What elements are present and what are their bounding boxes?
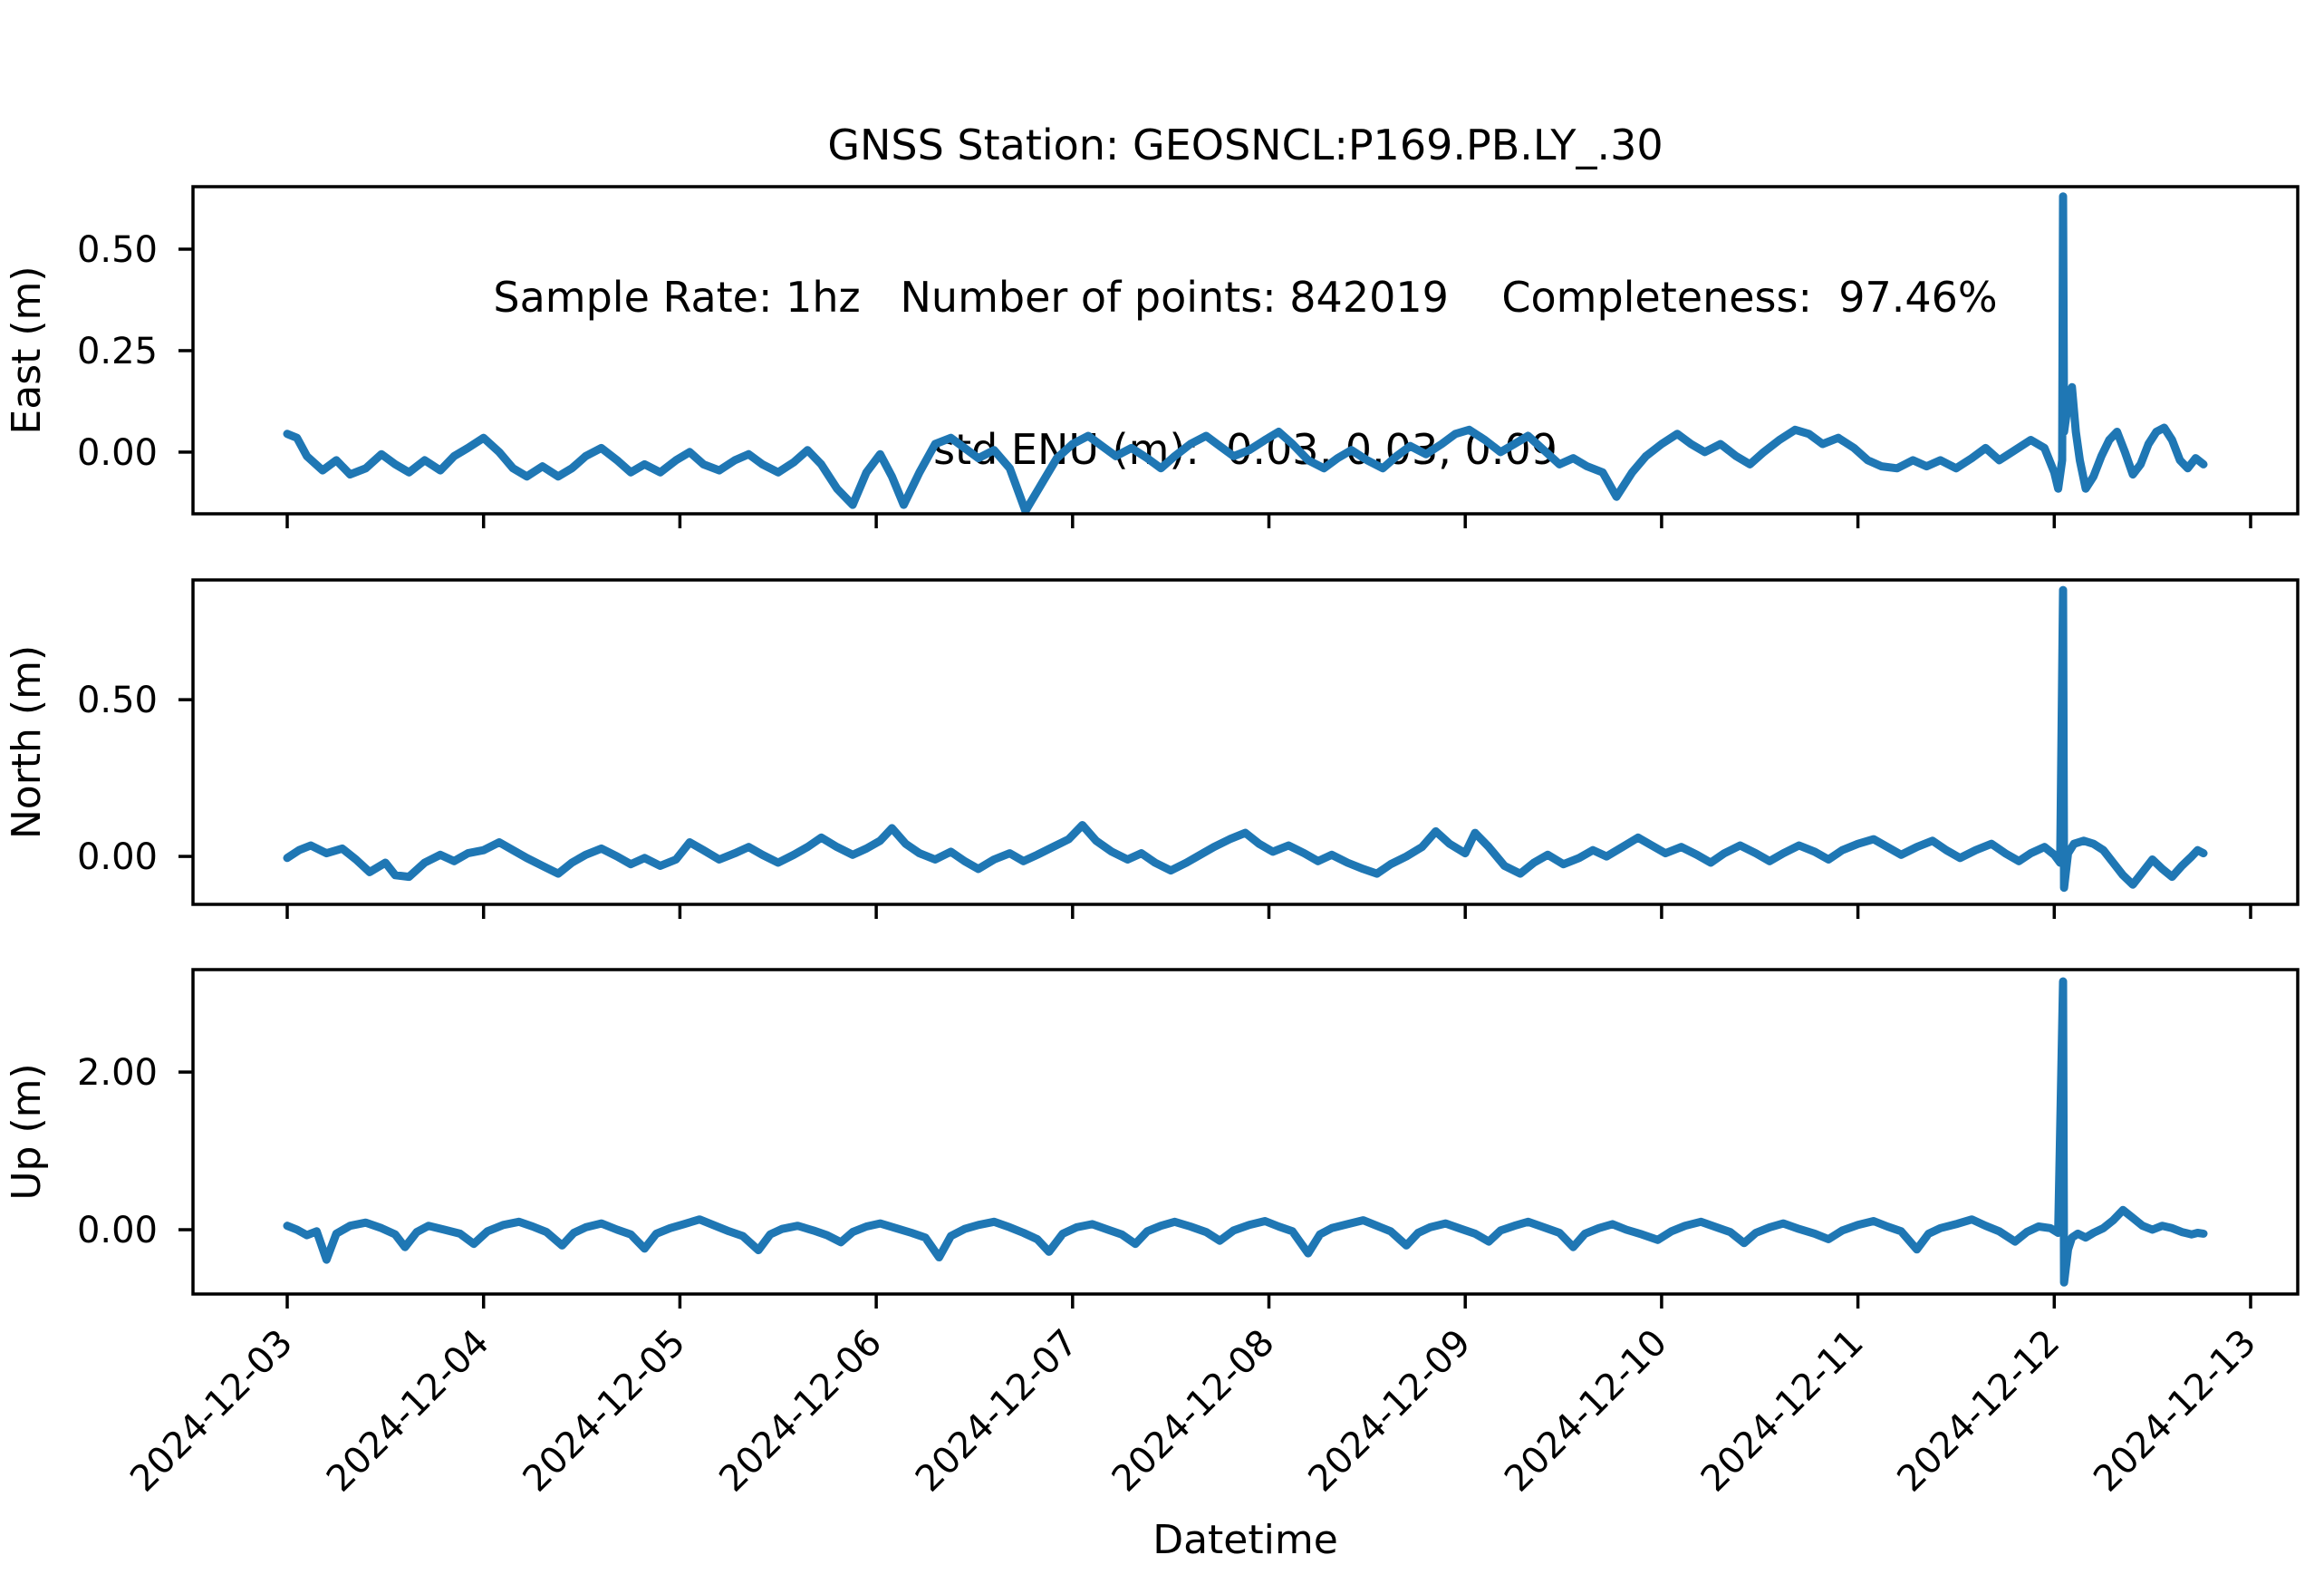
x-tick-label: 2024-12-08 <box>1104 1322 1283 1501</box>
east-y-tick-label: 0.00 <box>77 432 158 474</box>
up-y-tick-label: 2.00 <box>77 1052 158 1094</box>
x-tick-label: 2024-12-09 <box>1300 1322 1479 1501</box>
north-y-tick-label: 0.50 <box>77 680 158 721</box>
title-line-station: GNSS Station: GEOSNCL:P169.PB.LY_.30 <box>827 121 1663 169</box>
east-y-tick-label: 0.50 <box>77 229 158 271</box>
up-y-tick-label: 0.00 <box>77 1210 158 1251</box>
x-tick-label: 2024-12-10 <box>1497 1322 1675 1501</box>
x-tick-label: 2024-12-05 <box>516 1322 694 1501</box>
x-tick-label: 2024-12-03 <box>122 1322 301 1501</box>
north-series-line <box>283 585 2208 893</box>
north-axes-spines <box>191 578 2300 906</box>
x-tick-label: 2024-12-11 <box>1693 1322 1872 1501</box>
north-y-axis-label: North (m) <box>4 645 50 839</box>
x-tick-label: 2024-12-13 <box>2086 1322 2264 1501</box>
east-y-tick-label: 0.25 <box>77 331 158 372</box>
x-tick-label: 2024-12-04 <box>319 1322 497 1501</box>
up-axes-spines <box>191 968 2300 1296</box>
east-series-line <box>283 192 2208 514</box>
up-series-line <box>283 977 2208 1287</box>
x-tick-label: 2024-12-12 <box>1889 1322 2068 1501</box>
figure-title-block: GNSS Station: GEOSNCL:P169.PB.LY_.30 Sam… <box>193 18 2298 526</box>
up-y-axis-label: Up (m) <box>4 1063 50 1200</box>
title-line-stats: Sample Rate: 1hz Number of points: 84201… <box>493 273 1998 322</box>
east-y-axis-label: East (m) <box>4 266 50 434</box>
north-y-tick-label: 0.00 <box>77 836 158 878</box>
x-tick-label: 2024-12-06 <box>711 1322 890 1501</box>
x-tick-label: 2024-12-07 <box>908 1322 1086 1501</box>
x-axis-label: Datetime <box>1152 1517 1338 1563</box>
